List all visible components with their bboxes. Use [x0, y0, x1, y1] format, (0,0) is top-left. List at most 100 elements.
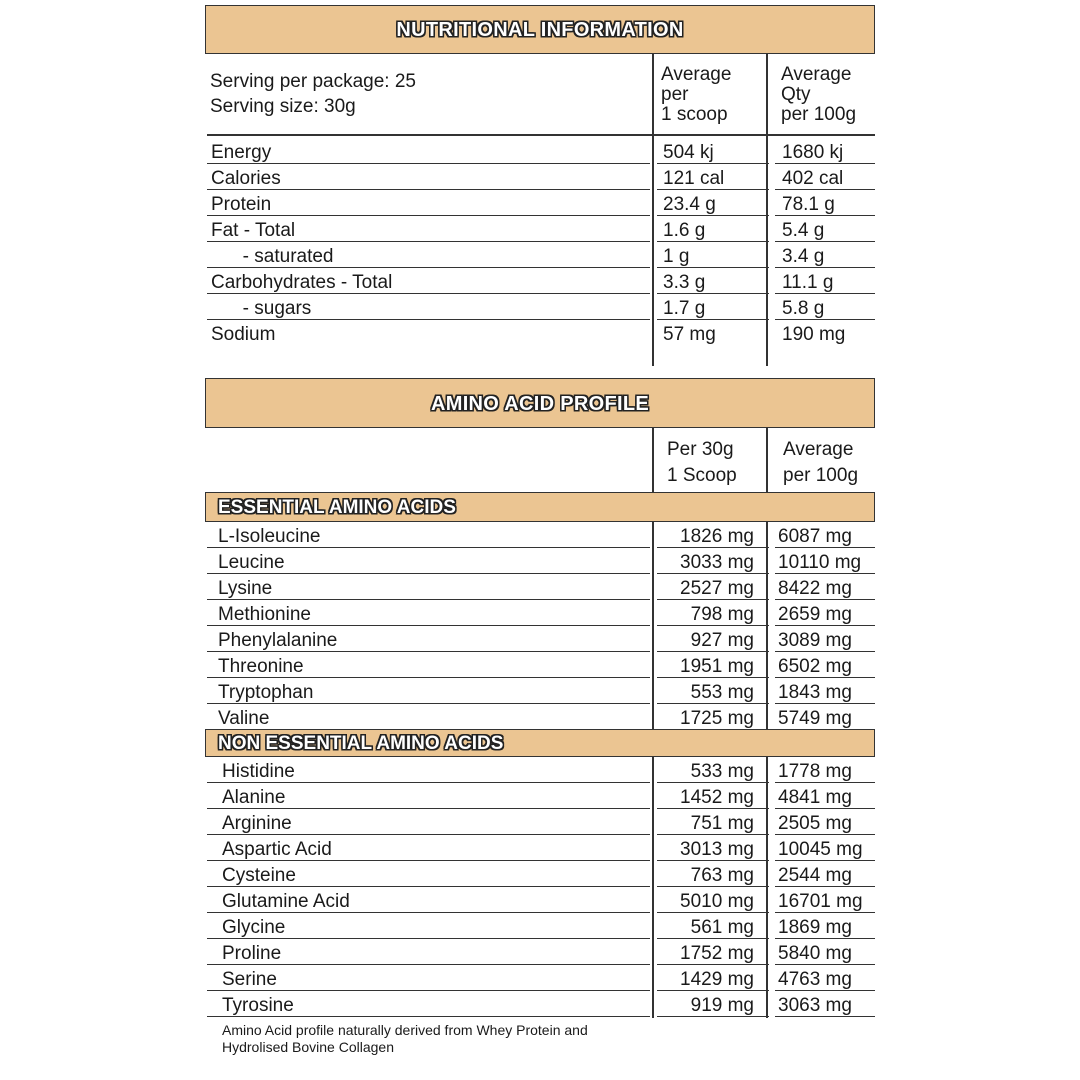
- per-100g-value: 5840 mg: [775, 939, 875, 965]
- header-line: 1 scoop: [661, 104, 728, 125]
- non-essential-title: NON ESSENTIAL AMINO ACIDS: [218, 733, 504, 754]
- per-serve-value: 3013 mg: [657, 835, 769, 861]
- per-serve-value: 504 kj: [657, 138, 769, 164]
- per-serve-value: 553 mg: [657, 678, 769, 704]
- per-serve-value: 1725 mg: [657, 704, 769, 730]
- nutrient-name: Aspartic Acid: [207, 835, 650, 861]
- nutrient-name: Phenylalanine: [207, 626, 650, 652]
- nutrient-name: Tyrosine: [207, 991, 650, 1017]
- per-100g-value: 5.4 g: [775, 216, 875, 242]
- header-line: Qty: [781, 84, 811, 105]
- nutrient-name: Histidine: [207, 757, 650, 783]
- nutrient-name: Fat - Total: [207, 216, 650, 242]
- nutrient-name: Valine: [207, 704, 650, 730]
- nutrient-name: Methionine: [207, 600, 650, 626]
- per-100g-value: 1680 kj: [775, 138, 875, 164]
- header-line: per 100g: [781, 104, 857, 125]
- table-row: Energy 504 kj 1680 kj: [207, 138, 875, 164]
- per-100g-value: 5.8 g: [775, 294, 875, 320]
- table-row: Aspartic Acid 3013 mg 10045 mg: [207, 835, 875, 861]
- essential-band: ESSENTIAL AMINO ACIDS: [205, 492, 875, 522]
- per-100g-value: 1843 mg: [775, 678, 875, 704]
- nutrient-name: Leucine: [207, 548, 650, 574]
- per-serve-value: 2527 mg: [657, 574, 769, 600]
- nutrient-name: L-Isoleucine: [207, 522, 650, 548]
- nutrient-name: Calories: [207, 164, 650, 190]
- serving-per-package: Serving per package: 25: [210, 71, 416, 92]
- table-row: Histidine 533 mg 1778 mg: [207, 757, 875, 783]
- per-serve-value: 1752 mg: [657, 939, 769, 965]
- per-100g-value: 2659 mg: [775, 600, 875, 626]
- per-serve-value: 763 mg: [657, 861, 769, 887]
- nutrient-name: Energy: [207, 138, 650, 164]
- table-row: - saturated 1 g 3.4 g: [207, 242, 875, 268]
- per-100g-value: 10045 mg: [775, 835, 875, 861]
- table-row: Cysteine 763 mg 2544 mg: [207, 861, 875, 887]
- per-100g-value: 3089 mg: [775, 626, 875, 652]
- per-100g-value: 78.1 g: [775, 190, 875, 216]
- nutrient-name: Protein: [207, 190, 650, 216]
- per-100g-value: 8422 mg: [775, 574, 875, 600]
- table-row: L-Isoleucine 1826 mg 6087 mg: [207, 522, 875, 548]
- serving-size: Serving size: 30g: [210, 96, 356, 117]
- table-row: Protein 23.4 g 78.1 g: [207, 190, 875, 216]
- header-line: per: [661, 84, 689, 105]
- header-line: per 100g: [783, 465, 859, 486]
- per-100g-value: 4763 mg: [775, 965, 875, 991]
- divider: [652, 54, 654, 366]
- header-line: Average: [781, 64, 852, 85]
- table-row: Methionine 798 mg 2659 mg: [207, 600, 875, 626]
- per-serve-value: 1452 mg: [657, 783, 769, 809]
- per-serve-value: 1.7 g: [657, 294, 769, 320]
- per-serve-value: 57 mg: [663, 324, 716, 345]
- per-serve-value: 3.3 g: [657, 268, 769, 294]
- nutrient-name: Serine: [207, 965, 650, 991]
- per-100g-value: 2544 mg: [775, 861, 875, 887]
- nutrient-name: Carbohydrates - Total: [207, 268, 650, 294]
- nutrient-name: - sugars: [207, 294, 650, 320]
- divider: [652, 428, 654, 1018]
- nutrient-name: Lysine: [207, 574, 650, 600]
- per-100g-value: 4841 mg: [775, 783, 875, 809]
- per-serve-value: 1.6 g: [657, 216, 769, 242]
- amino-title: AMINO ACID PROFILE: [431, 393, 649, 415]
- nutrient-name: Proline: [207, 939, 650, 965]
- table-row: Arginine 751 mg 2505 mg: [207, 809, 875, 835]
- per-serve-value: 1 g: [657, 242, 769, 268]
- amino-col-header-per-serve: Per 30g 1 Scoop: [667, 437, 737, 489]
- table-row: Sodium 57 mg 190 mg: [207, 320, 875, 346]
- per-serve-value: 3033 mg: [657, 548, 769, 574]
- per-serve-value: 919 mg: [657, 991, 769, 1017]
- table-row: Serine 1429 mg 4763 mg: [207, 965, 875, 991]
- per-serve-value: 533 mg: [657, 757, 769, 783]
- table-row: Fat - Total 1.6 g 5.4 g: [207, 216, 875, 242]
- header-line: Per 30g: [667, 439, 734, 460]
- per-serve-value: 23.4 g: [657, 190, 769, 216]
- nutrient-name: Alanine: [207, 783, 650, 809]
- per-100g-value: 190 mg: [782, 324, 846, 345]
- header-line: 1 Scoop: [667, 465, 737, 486]
- table-row: Lysine 2527 mg 8422 mg: [207, 574, 875, 600]
- table-row: Calories 121 cal 402 cal: [207, 164, 875, 190]
- table-row: Leucine 3033 mg 10110 mg: [207, 548, 875, 574]
- table-row: Alanine 1452 mg 4841 mg: [207, 783, 875, 809]
- table-row: Carbohydrates - Total 3.3 g 11.1 g: [207, 268, 875, 294]
- nutrition-title: NUTRITIONAL INFORMATION: [396, 19, 684, 41]
- table-row: - sugars 1.7 g 5.8 g: [207, 294, 875, 320]
- per-serve-value: 561 mg: [657, 913, 769, 939]
- per-100g-value: 2505 mg: [775, 809, 875, 835]
- table-row: Glutamine Acid 5010 mg 16701 mg: [207, 887, 875, 913]
- per-serve-value: 121 cal: [657, 164, 769, 190]
- col-header-per-serve: Average per 1 scoop: [661, 65, 731, 125]
- nutrient-name: Cysteine: [207, 861, 650, 887]
- table-row: Tyrosine 919 mg 3063 mg: [207, 991, 875, 1017]
- table-row: Tryptophan 553 mg 1843 mg: [207, 678, 875, 704]
- per-100g-value: 1778 mg: [775, 757, 875, 783]
- amino-col-header-per-100g: Average per 100g: [783, 437, 858, 489]
- divider: [207, 134, 875, 136]
- per-serve-value: 5010 mg: [657, 887, 769, 913]
- nutrient-name: Sodium: [211, 324, 276, 345]
- divider: [766, 54, 768, 366]
- per-100g-value: 5749 mg: [775, 704, 875, 730]
